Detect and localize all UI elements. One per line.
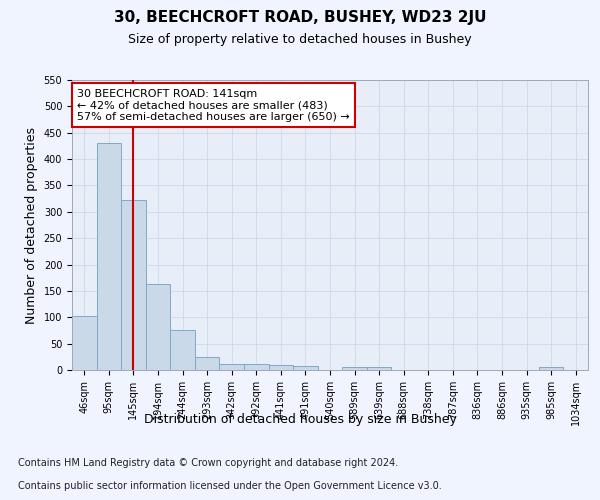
- Bar: [367, 368, 391, 370]
- Bar: [72, 316, 97, 370]
- Text: Size of property relative to detached houses in Bushey: Size of property relative to detached ho…: [128, 32, 472, 46]
- Bar: [244, 364, 269, 370]
- Bar: [342, 368, 367, 370]
- Y-axis label: Number of detached properties: Number of detached properties: [25, 126, 38, 324]
- Bar: [293, 366, 318, 370]
- Text: Contains public sector information licensed under the Open Government Licence v3: Contains public sector information licen…: [18, 481, 442, 491]
- Text: Distribution of detached houses by size in Bushey: Distribution of detached houses by size …: [143, 412, 457, 426]
- Bar: [539, 368, 563, 370]
- Bar: [170, 330, 195, 370]
- Bar: [195, 357, 220, 370]
- Text: Contains HM Land Registry data © Crown copyright and database right 2024.: Contains HM Land Registry data © Crown c…: [18, 458, 398, 468]
- Bar: [220, 364, 244, 370]
- Bar: [146, 284, 170, 370]
- Text: 30, BEECHCROFT ROAD, BUSHEY, WD23 2JU: 30, BEECHCROFT ROAD, BUSHEY, WD23 2JU: [114, 10, 486, 25]
- Bar: [269, 364, 293, 370]
- Text: 30 BEECHCROFT ROAD: 141sqm
← 42% of detached houses are smaller (483)
57% of sem: 30 BEECHCROFT ROAD: 141sqm ← 42% of deta…: [77, 88, 350, 122]
- Bar: [121, 200, 146, 370]
- Bar: [97, 144, 121, 370]
